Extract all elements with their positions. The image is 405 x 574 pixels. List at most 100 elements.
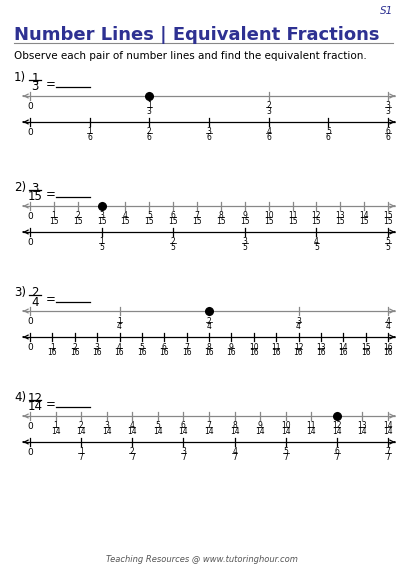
Text: 3: 3 — [104, 421, 109, 430]
Text: 6: 6 — [147, 133, 152, 142]
Text: 0: 0 — [27, 238, 33, 247]
Text: 4: 4 — [117, 322, 122, 331]
Text: 6: 6 — [266, 133, 271, 142]
Text: 16: 16 — [160, 348, 169, 357]
Text: 5: 5 — [156, 421, 160, 430]
Text: 7: 7 — [184, 343, 189, 351]
Text: 12: 12 — [332, 421, 341, 430]
Text: 7: 7 — [386, 453, 390, 462]
Text: 1: 1 — [99, 238, 104, 246]
Text: 6: 6 — [207, 133, 211, 142]
Text: 15: 15 — [335, 217, 345, 226]
Text: 15: 15 — [240, 217, 249, 226]
Text: 4: 4 — [31, 296, 39, 308]
Text: 15: 15 — [216, 217, 226, 226]
Text: =: = — [46, 293, 56, 306]
Text: 16: 16 — [92, 348, 102, 357]
Text: 6: 6 — [162, 343, 167, 351]
Text: 15: 15 — [121, 217, 130, 226]
Text: 0: 0 — [27, 317, 33, 326]
Text: 2: 2 — [31, 286, 39, 300]
Text: 1: 1 — [117, 316, 122, 325]
Text: 14: 14 — [102, 427, 111, 436]
Text: =: = — [46, 188, 56, 201]
Text: =: = — [46, 398, 56, 411]
Text: 8: 8 — [232, 421, 237, 430]
Text: 7: 7 — [335, 453, 339, 462]
Text: 2: 2 — [207, 316, 211, 325]
Text: 6: 6 — [171, 211, 176, 220]
Text: 2: 2 — [171, 238, 176, 246]
Text: 3: 3 — [31, 181, 39, 195]
Text: 14: 14 — [339, 343, 348, 351]
Text: 8: 8 — [207, 343, 211, 351]
Text: 3: 3 — [266, 107, 271, 116]
Text: 16: 16 — [294, 348, 303, 357]
Text: 4: 4 — [123, 211, 128, 220]
Text: 7: 7 — [79, 453, 83, 462]
Text: 14: 14 — [153, 427, 163, 436]
Text: 4: 4 — [386, 316, 390, 325]
Text: 15: 15 — [288, 217, 297, 226]
Text: 16: 16 — [115, 348, 124, 357]
Text: 14: 14 — [281, 427, 290, 436]
Text: 15: 15 — [359, 217, 369, 226]
Text: 10: 10 — [249, 343, 258, 351]
Text: 15: 15 — [28, 191, 43, 204]
Text: 14: 14 — [128, 427, 137, 436]
Text: 15: 15 — [383, 217, 393, 226]
Text: 1: 1 — [50, 343, 55, 351]
Text: 16: 16 — [137, 348, 147, 357]
Text: 16: 16 — [182, 348, 192, 357]
Text: 2: 2 — [130, 448, 134, 456]
Text: 1: 1 — [53, 421, 58, 430]
Text: 2: 2 — [72, 343, 77, 351]
Text: 1: 1 — [79, 448, 83, 456]
Text: 0: 0 — [27, 343, 33, 352]
Text: 15: 15 — [168, 217, 178, 226]
Text: 10: 10 — [264, 211, 273, 220]
Text: 1: 1 — [147, 102, 152, 111]
Text: 12: 12 — [28, 391, 43, 405]
Text: 6: 6 — [181, 421, 186, 430]
Text: 1: 1 — [31, 72, 39, 84]
Text: 14: 14 — [230, 427, 239, 436]
Text: 0: 0 — [27, 102, 33, 111]
Text: 2: 2 — [79, 421, 83, 430]
Text: 6: 6 — [87, 133, 92, 142]
Text: 13: 13 — [316, 343, 326, 351]
Text: 15: 15 — [383, 211, 393, 220]
Text: 16: 16 — [226, 348, 236, 357]
Text: 13: 13 — [358, 421, 367, 430]
Text: 14: 14 — [76, 427, 86, 436]
Text: 1: 1 — [87, 127, 92, 137]
Text: 5: 5 — [386, 238, 390, 246]
Text: 2: 2 — [147, 127, 152, 137]
Text: 2): 2) — [14, 181, 26, 194]
Text: 3: 3 — [242, 238, 247, 246]
Text: 4: 4 — [386, 322, 390, 331]
Text: 11: 11 — [271, 343, 281, 351]
Text: 15: 15 — [97, 217, 107, 226]
Text: 5: 5 — [147, 211, 152, 220]
Text: 3: 3 — [147, 107, 152, 116]
Text: 15: 15 — [192, 217, 202, 226]
Text: S1: S1 — [380, 6, 393, 16]
Text: 4: 4 — [117, 343, 122, 351]
Text: 6: 6 — [326, 133, 331, 142]
Text: 3: 3 — [296, 316, 301, 325]
Text: 14: 14 — [255, 427, 265, 436]
Text: 3: 3 — [386, 107, 390, 116]
Text: 5: 5 — [386, 243, 390, 252]
Text: 15: 15 — [49, 217, 59, 226]
Text: 5: 5 — [99, 243, 104, 252]
Text: 4): 4) — [14, 391, 26, 404]
Text: 16: 16 — [361, 348, 371, 357]
Text: 4: 4 — [130, 421, 135, 430]
Text: 7: 7 — [130, 453, 135, 462]
Text: 14: 14 — [307, 427, 316, 436]
Text: 9: 9 — [242, 211, 247, 220]
Text: 3: 3 — [95, 343, 100, 351]
Text: 7: 7 — [386, 448, 390, 456]
Text: 15: 15 — [311, 217, 321, 226]
